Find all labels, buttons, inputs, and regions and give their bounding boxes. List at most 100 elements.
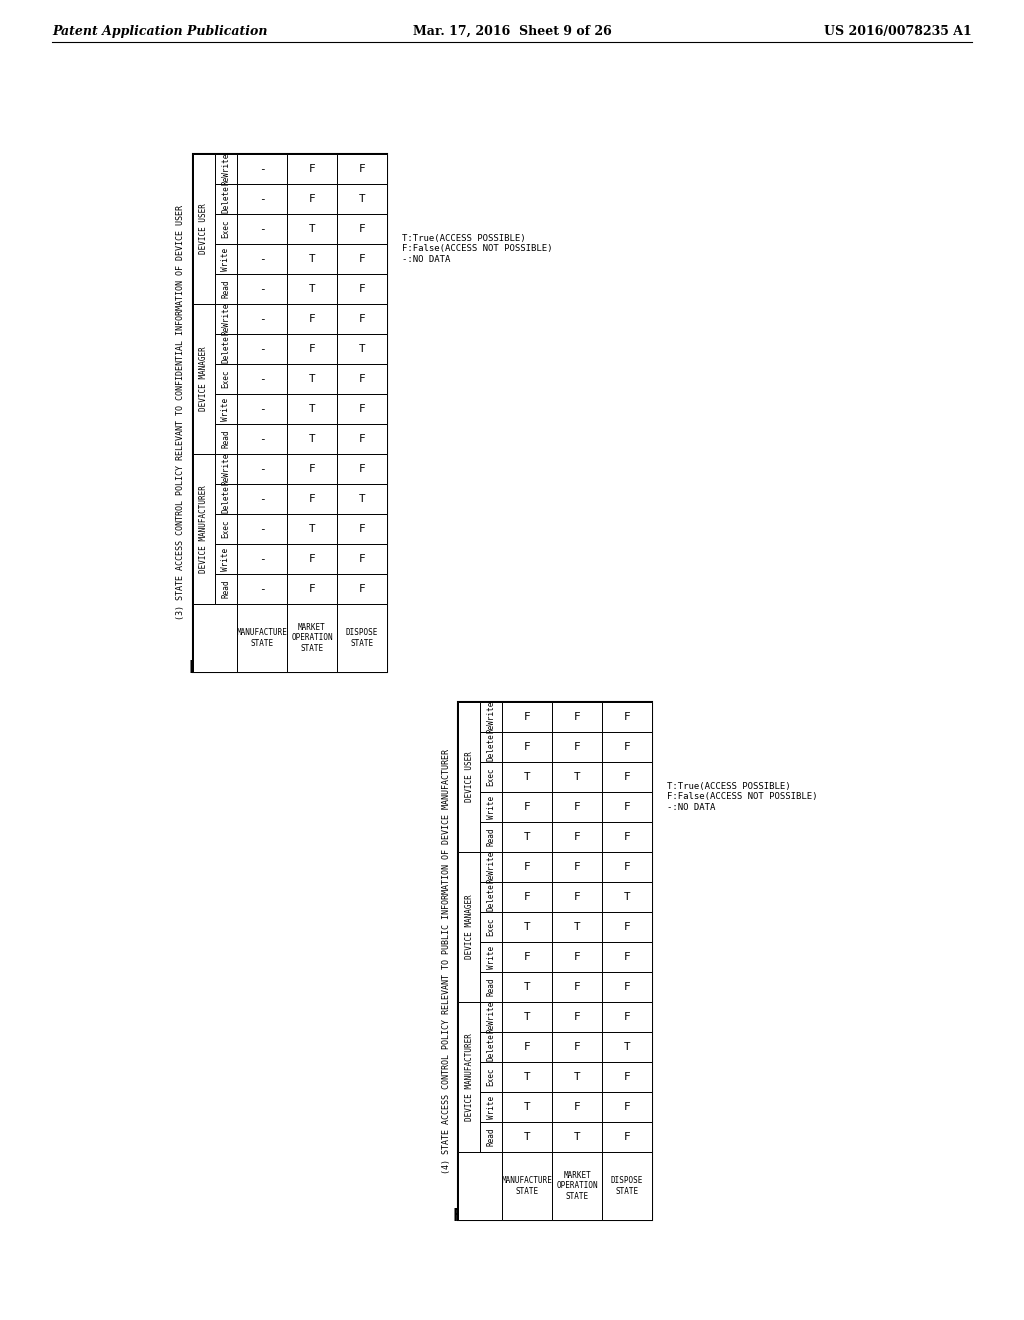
Text: Exec: Exec (221, 370, 230, 388)
Bar (193, 605, 237, 672)
Bar (602, 972, 652, 1002)
Bar (602, 792, 652, 822)
Bar (237, 334, 287, 364)
Bar (480, 822, 502, 851)
Text: F: F (308, 194, 315, 205)
Bar (602, 942, 652, 972)
Text: Read: Read (221, 579, 230, 598)
Bar (287, 605, 337, 672)
Text: F: F (523, 742, 530, 752)
Text: Delete: Delete (486, 1034, 496, 1061)
Text: F: F (308, 314, 315, 323)
Text: DEVICE MANUFACTURER: DEVICE MANUFACTURER (200, 484, 209, 573)
Text: T: T (523, 921, 530, 932)
Text: -: - (259, 554, 265, 564)
Text: F: F (358, 253, 366, 264)
Bar (287, 183, 337, 214)
Bar (552, 1152, 602, 1220)
Bar (237, 574, 287, 605)
Text: F: F (624, 1012, 631, 1022)
Text: Read: Read (486, 828, 496, 846)
Text: T: T (308, 374, 315, 384)
Bar (215, 393, 237, 424)
Text: DISPOSE
STATE: DISPOSE STATE (346, 628, 378, 648)
Bar (237, 154, 287, 183)
Bar (552, 882, 602, 912)
Text: F: F (358, 314, 366, 323)
Text: F: F (624, 1102, 631, 1111)
Bar (287, 424, 337, 454)
Text: Write: Write (486, 1096, 496, 1118)
Bar (602, 822, 652, 851)
Text: Write: Write (486, 796, 496, 818)
Bar (337, 304, 387, 334)
Text: T: T (523, 772, 530, 781)
Bar (287, 574, 337, 605)
Bar (480, 1092, 502, 1122)
Text: Delete: Delete (221, 486, 230, 513)
Bar (287, 244, 337, 275)
Bar (287, 484, 337, 513)
Text: -: - (259, 434, 265, 444)
Bar (337, 544, 387, 574)
Text: F: F (573, 1012, 581, 1022)
Bar (337, 605, 387, 672)
Bar (237, 605, 287, 672)
Text: Read: Read (221, 430, 230, 449)
Text: F: F (573, 803, 581, 812)
Text: F: F (573, 832, 581, 842)
Text: F: F (624, 772, 631, 781)
Text: -: - (259, 253, 265, 264)
Bar (237, 364, 287, 393)
Text: MARKET
OPERATION
STATE: MARKET OPERATION STATE (556, 1171, 598, 1201)
Bar (337, 334, 387, 364)
Bar (602, 851, 652, 882)
Bar (552, 972, 602, 1002)
Text: F: F (523, 803, 530, 812)
Text: MARKET
OPERATION
STATE: MARKET OPERATION STATE (291, 623, 333, 653)
Text: F: F (358, 404, 366, 414)
Text: FIG.8D: FIG.8D (453, 1206, 513, 1225)
Text: -: - (259, 494, 265, 504)
Bar (458, 702, 652, 1220)
Bar (337, 154, 387, 183)
Text: -: - (259, 224, 265, 234)
Text: T: T (523, 1072, 530, 1082)
Text: ReWrite: ReWrite (221, 153, 230, 185)
Text: F: F (624, 1072, 631, 1082)
Bar (552, 851, 602, 882)
Bar (458, 702, 480, 851)
Text: F: F (308, 554, 315, 564)
Text: F: F (573, 952, 581, 962)
Bar (337, 214, 387, 244)
Text: Exec: Exec (486, 768, 496, 787)
Text: T: T (358, 194, 366, 205)
Bar (480, 1063, 502, 1092)
Text: F: F (624, 952, 631, 962)
Bar (502, 702, 552, 733)
Text: Patent Application Publication: Patent Application Publication (52, 25, 267, 38)
Text: DEVICE USER: DEVICE USER (465, 751, 473, 803)
Text: F: F (308, 465, 315, 474)
Bar (480, 702, 502, 733)
Bar (602, 702, 652, 733)
Bar (552, 1092, 602, 1122)
Bar (337, 275, 387, 304)
Bar (502, 972, 552, 1002)
Bar (502, 733, 552, 762)
Bar (215, 454, 237, 484)
Bar (480, 942, 502, 972)
Text: FIG.8C: FIG.8C (188, 659, 248, 677)
Bar (502, 792, 552, 822)
Text: F: F (358, 284, 366, 294)
Bar (215, 154, 237, 183)
Text: -: - (259, 465, 265, 474)
Bar (237, 424, 287, 454)
Text: -: - (259, 314, 265, 323)
Text: F: F (308, 583, 315, 594)
Text: F: F (573, 892, 581, 902)
Bar (337, 393, 387, 424)
Text: T: T (523, 1102, 530, 1111)
Text: F: F (308, 494, 315, 504)
Bar (602, 762, 652, 792)
